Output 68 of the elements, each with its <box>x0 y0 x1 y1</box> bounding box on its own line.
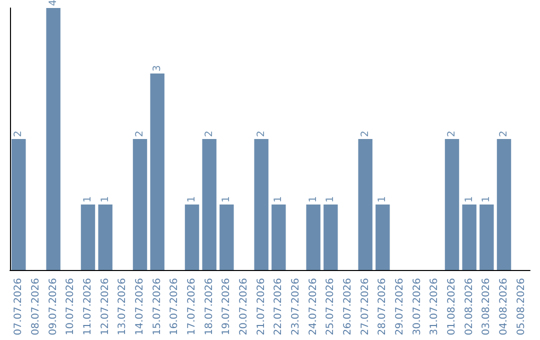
x-tick-label: 26.07.2026 <box>342 278 354 336</box>
x-tick-label: 20.07.2026 <box>238 278 250 336</box>
x-tick-label: 10.07.2026 <box>65 278 76 336</box>
data-label: 1 <box>377 196 388 202</box>
bar <box>220 204 234 270</box>
x-tick-label: 05.08.2026 <box>516 278 527 336</box>
x-tick-label: 04.08.2026 <box>498 278 510 336</box>
bar <box>202 139 216 270</box>
data-label: 1 <box>273 196 284 202</box>
data-label: 1 <box>82 196 94 202</box>
data-label: 1 <box>100 196 111 202</box>
x-tick-label: 21.07.2026 <box>256 278 267 336</box>
bar <box>324 204 338 270</box>
data-label: 2 <box>446 130 458 137</box>
x-tick-label: 12.07.2026 <box>100 278 111 336</box>
x-tick-label: 11.07.2026 <box>82 278 94 336</box>
x-tick-label: 29.07.2026 <box>394 278 406 336</box>
data-label: 1 <box>325 196 336 202</box>
data-label: 2 <box>13 130 24 137</box>
x-tick-label: 30.07.2026 <box>412 278 423 336</box>
x-tick-label: 02.08.2026 <box>464 278 475 336</box>
x-tick-label: 01.08.2026 <box>446 278 458 336</box>
data-label: 1 <box>308 196 319 202</box>
data-label: 1 <box>481 196 492 202</box>
x-tick-label: 22.07.2026 <box>273 278 284 336</box>
bar <box>462 204 476 270</box>
data-label: 2 <box>256 130 267 137</box>
data-label: 3 <box>152 65 163 72</box>
x-tick-label: 16.07.2026 <box>169 278 180 336</box>
bar <box>480 204 494 270</box>
x-tick-label: 31.07.2026 <box>429 278 440 336</box>
bar <box>254 139 268 270</box>
data-label: 2 <box>134 130 146 137</box>
bar <box>46 8 60 270</box>
x-tick-label: 15.07.2026 <box>152 278 163 336</box>
bar <box>80 204 96 270</box>
data-label: 2 <box>204 130 215 137</box>
x-tick-label: 07.07.2026 <box>13 278 24 336</box>
bar <box>496 139 512 270</box>
bar <box>272 204 286 270</box>
x-tick-label: 24.07.2026 <box>308 278 319 336</box>
data-label: 2 <box>498 130 510 137</box>
x-tick-label: 18.07.2026 <box>204 278 215 336</box>
bar <box>444 139 460 270</box>
bar <box>132 139 148 270</box>
bar <box>306 204 320 270</box>
data-label: 1 <box>186 196 198 202</box>
x-tick-label: 13.07.2026 <box>117 278 128 336</box>
x-tick-label: 27.07.2026 <box>360 278 371 336</box>
x-tick-label: 08.07.2026 <box>30 278 42 336</box>
bar <box>98 204 112 270</box>
x-tick-label: 19.07.2026 <box>221 278 232 336</box>
bar <box>376 204 390 270</box>
x-tick-label: 23.07.2026 <box>290 278 302 336</box>
x-tick-label: 17.07.2026 <box>186 278 198 336</box>
x-tick-label: 25.07.2026 <box>325 278 336 336</box>
x-tick-label: 09.07.2026 <box>48 278 59 336</box>
bar <box>12 139 26 270</box>
bar <box>150 74 164 270</box>
data-label: 4 <box>48 0 59 6</box>
x-tick-label: 03.08.2026 <box>481 278 492 336</box>
bar <box>184 204 200 270</box>
data-label: 2 <box>360 130 371 137</box>
bar <box>358 139 372 270</box>
data-label: 1 <box>221 196 232 202</box>
x-tick-label: 28.07.2026 <box>377 278 388 336</box>
x-tick-label: 14.07.2026 <box>134 278 146 336</box>
data-label: 1 <box>464 196 475 202</box>
